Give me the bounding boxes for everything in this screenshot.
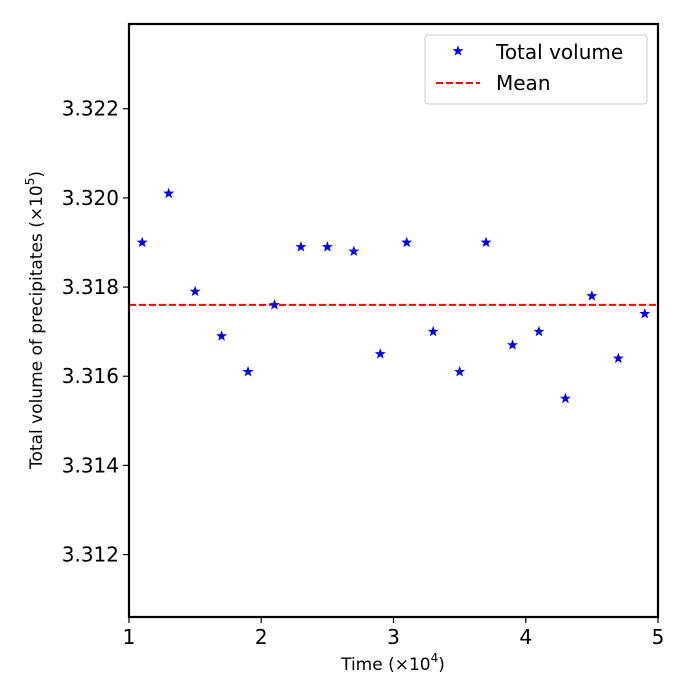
data-point [268,299,280,310]
x-tick-label: 3 [387,625,400,649]
x-tick-label: 5 [652,625,665,649]
data-point [321,241,333,252]
data-point [216,330,228,341]
data-point [454,365,466,377]
data-point [559,392,571,404]
data-point [612,352,624,364]
data-point [639,308,651,319]
data-point [401,236,413,248]
data-point [295,241,307,252]
x-tick-label: 2 [255,625,268,649]
x-axis-ticks: 1 2 3 4 5 [123,617,665,649]
data-point [189,285,201,297]
data-point [480,236,492,248]
data-point [348,245,360,257]
data-point [136,236,148,248]
plot-frame [127,22,660,619]
data-point [533,325,545,337]
legend-star-marker [452,45,464,56]
y-tick-label: 3.316 [62,364,119,388]
y-tick-label: 3.322 [62,97,119,121]
y-axis-ticks: 3.312 3.314 3.316 3.318 3.320 3.322 [62,97,129,567]
legend-box [424,34,648,105]
data-point [242,365,254,377]
x-tick-label: 4 [519,625,532,649]
y-tick-label: 3.320 [62,186,119,210]
y-tick-label: 3.314 [62,453,119,477]
legend-label-total-volume: Total volume [495,40,623,64]
data-point [507,339,519,350]
data-point [374,348,386,359]
y-tick-label: 3.312 [62,543,119,567]
data-point [427,325,439,337]
x-tick-label: 1 [123,625,136,649]
x-axis-label: Time (×104) [340,651,445,675]
legend: Total volume Mean [424,34,648,105]
y-axis-label: Total volume of precipitates (×105) [23,171,47,470]
data-point [163,187,175,199]
legend-label-mean: Mean [496,71,551,95]
plot-area [129,187,658,404]
y-tick-label: 3.318 [62,275,119,299]
data-point [586,290,598,301]
